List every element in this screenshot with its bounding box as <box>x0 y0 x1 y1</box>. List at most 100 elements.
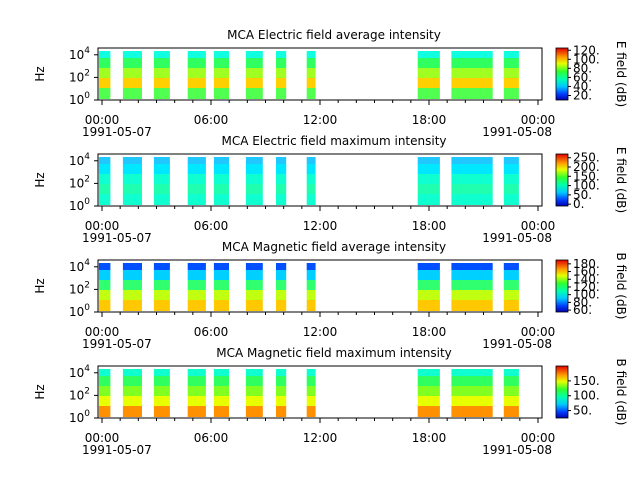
data-block <box>503 369 519 417</box>
heatmap-cell <box>187 184 206 194</box>
colorbar-tick-label: 180. <box>573 257 600 271</box>
x-tick-label: 18:00 <box>412 219 447 233</box>
colorbar-tick-label: 120. <box>573 280 600 294</box>
heatmap-cell <box>306 280 316 290</box>
heatmap-cell <box>122 396 142 406</box>
heatmap-cell <box>417 386 440 396</box>
heatmap-cell <box>98 174 111 184</box>
heatmap-cell <box>276 406 287 417</box>
data-block <box>213 369 229 417</box>
heatmap-cell <box>213 88 229 99</box>
heatmap-cell <box>451 184 493 194</box>
y-tick-label: 100 <box>69 197 90 213</box>
data-block <box>187 263 206 311</box>
heatmap-cell <box>98 270 111 280</box>
heatmap-cell <box>451 396 493 406</box>
data-block <box>451 369 493 417</box>
heatmap-cell <box>98 78 111 88</box>
x-tick-label: 06:00 <box>194 325 229 339</box>
data-block <box>451 51 493 99</box>
heatmap-cell <box>503 157 519 164</box>
heatmap-cell <box>245 396 263 406</box>
colorbar-tick-label: 150. <box>573 374 600 388</box>
heatmap-cell <box>245 376 263 386</box>
colorbar-tick-label: 160. <box>573 265 600 279</box>
heatmap-cell <box>153 157 170 164</box>
heatmap-cell <box>306 290 316 300</box>
heatmap-cell <box>306 376 316 386</box>
heatmap-cell <box>276 300 287 311</box>
heatmap-cell <box>245 174 263 184</box>
colorbar-label: E field (dB) <box>614 41 628 107</box>
heatmap-cell <box>276 263 287 270</box>
heatmap-cell <box>306 51 316 58</box>
heatmap-cell <box>98 300 111 311</box>
heatmap-cell <box>187 369 206 376</box>
heatmap-cell <box>98 376 111 386</box>
colorbar-gradient <box>555 365 569 419</box>
x-tick-label: 00:00 <box>85 113 120 127</box>
heatmap-cell <box>187 51 206 58</box>
heatmap-cell <box>306 157 316 164</box>
heatmap-cell <box>503 386 519 396</box>
colorbar: 60.80.100.120.140.160.180. B field (dB) <box>555 253 628 320</box>
heatmap-cell <box>98 396 111 406</box>
panel-2: MCA Electric field maximum intensity 100 1… <box>33 134 628 245</box>
heatmap-cell <box>122 376 142 386</box>
heatmap-cell <box>306 406 316 417</box>
y-tick-label: 100 <box>69 409 90 425</box>
heatmap-cell <box>503 369 519 376</box>
colorbar-label: B field (dB) <box>614 359 628 426</box>
heatmap-cell <box>122 369 142 376</box>
x-tick-label: 12:00 <box>303 431 338 445</box>
heatmap-cell <box>187 270 206 280</box>
heatmap-cell <box>213 184 229 194</box>
heatmap-cell <box>153 369 170 376</box>
data-block <box>122 51 142 99</box>
heatmap-cell <box>306 396 316 406</box>
heatmap-cell <box>122 386 142 396</box>
data-block <box>245 263 263 311</box>
data-block <box>417 369 440 417</box>
x-tick-label: 00:00 <box>521 113 556 127</box>
heatmap-cell <box>187 174 206 184</box>
colorbar: 20.40.60.80.100.120. E field (dB) <box>555 41 628 107</box>
panel-title: MCA Electric field maximum intensity <box>221 134 446 148</box>
heatmap-cell <box>153 68 170 78</box>
heatmap-cell <box>187 68 206 78</box>
heatmap-cell <box>417 270 440 280</box>
colorbar-tick-label: 150. <box>573 169 600 183</box>
heatmap-cell <box>276 184 287 194</box>
heatmap-cell <box>503 194 519 205</box>
heatmap-cell <box>306 174 316 184</box>
heatmap-cell <box>153 376 170 386</box>
heatmap-cell <box>122 406 142 417</box>
x-end-date: 1991-05-08 <box>482 125 552 139</box>
heatmap-cell <box>245 263 263 270</box>
heatmap-cell <box>153 174 170 184</box>
heatmap-cell <box>417 157 440 164</box>
heatmap-cell <box>503 280 519 290</box>
heatmap-cell <box>122 174 142 184</box>
heatmap-cell <box>98 194 111 205</box>
heatmap-cell <box>417 376 440 386</box>
heatmap-cell <box>306 270 316 280</box>
x-tick-label: 12:00 <box>303 325 338 339</box>
panel-title: MCA Magnetic field average intensity <box>222 240 446 254</box>
x-start-date: 1991-05-07 <box>82 443 152 457</box>
heatmap-cell <box>451 174 493 184</box>
x-tick-label: 00:00 <box>85 325 120 339</box>
colorbar-label: B field (dB) <box>614 253 628 320</box>
heatmap-cell <box>122 88 142 99</box>
heatmap-cell <box>98 164 111 174</box>
colorbar-tick-label: 20. <box>573 88 592 102</box>
y-tick-label: 104 <box>69 258 90 274</box>
colorbar-tick-label: 60. <box>573 70 592 84</box>
x-tick-label: 18:00 <box>412 113 447 127</box>
heatmap-cell <box>451 300 493 311</box>
heatmap-cell <box>276 78 287 88</box>
y-axis-label: Hz <box>33 172 47 187</box>
colorbar-tick-label: 40. <box>573 79 592 93</box>
heatmap-cell <box>276 58 287 68</box>
